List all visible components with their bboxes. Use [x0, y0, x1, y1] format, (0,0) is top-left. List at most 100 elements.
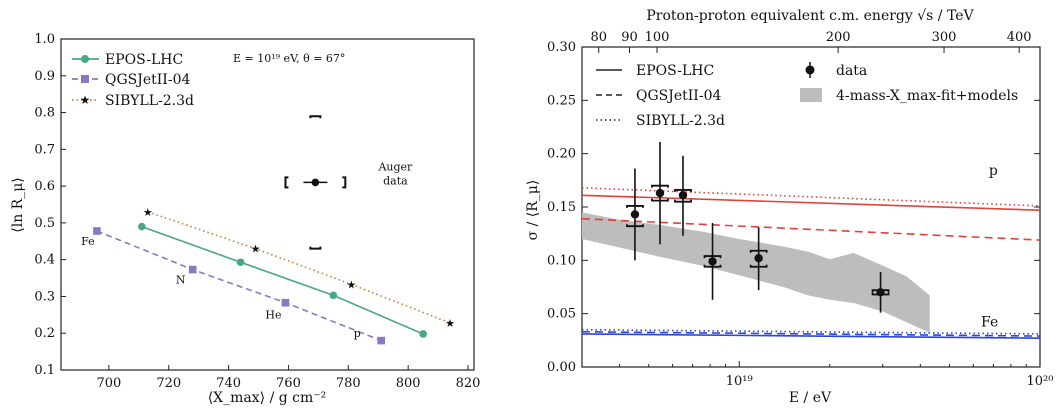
- sys-error-cap: [703, 264, 722, 268]
- top-tick-label: 200: [826, 30, 851, 45]
- y-tick-label: 0.00: [547, 360, 576, 375]
- legend-epos-label: EPOS-LHC: [105, 52, 183, 68]
- top-tick-label: 100: [645, 30, 670, 45]
- auger-label: data: [383, 174, 408, 187]
- y-tick-label: 0.7: [34, 142, 55, 157]
- auger-label: Auger: [377, 160, 413, 173]
- x-tick-label: 700: [96, 376, 121, 391]
- left-legend: EPOS-LHC QGSJetII-04 ★ SIBYLL-2.3d: [72, 52, 194, 109]
- x-tick-label: 800: [396, 376, 421, 391]
- x-tick-label: 820: [456, 376, 481, 391]
- legend-data-label: data: [836, 63, 867, 79]
- right-x-axis-label: E / eV: [789, 390, 832, 406]
- composition-label: N: [176, 274, 186, 287]
- x-tick-label: 760: [276, 376, 301, 391]
- data-point: [419, 330, 427, 338]
- model-line: [581, 194, 1041, 211]
- y-tick-label: 0.10: [547, 253, 576, 268]
- series-line: [141, 225, 424, 335]
- y-tick-label: 0.1: [34, 363, 55, 378]
- left-chart: 700 720 740 760 780 800 820 0.1 0.2 0.3 0.4 0.5 0.6 0…: [10, 32, 480, 406]
- auger-sys-bracket: [309, 115, 322, 119]
- data-point: [236, 258, 245, 267]
- y-tick-label: 0.3: [34, 289, 55, 304]
- x-tick-label: 10¹⁹: [726, 374, 753, 389]
- data-point: [876, 288, 885, 297]
- auger-sys-bracket: [342, 176, 347, 189]
- x-tick-label: 10²⁰: [1027, 374, 1054, 389]
- sys-error-cap: [674, 189, 692, 192]
- legend-epos-label: EPOS-LHC: [636, 63, 714, 79]
- sys-error-cap: [674, 199, 692, 203]
- y-tick-label: 0.15: [547, 200, 576, 215]
- data-point: [655, 188, 665, 198]
- energy-annotation: E = 10¹⁹ eV, θ = 67°: [233, 52, 345, 65]
- data-point: [377, 336, 386, 345]
- legend-data-marker: [805, 65, 815, 75]
- sys-error-cap: [626, 205, 644, 208]
- y-tick-label: 0.8: [34, 106, 55, 121]
- left-y-axis-label: ⟨ln R_μ⟩: [10, 177, 26, 233]
- sys-error-cap: [651, 198, 669, 202]
- x-tick-label: 740: [216, 376, 241, 391]
- left-plot-frame: [60, 38, 475, 371]
- right-y-axis-label: σ / ⟨R_μ⟩: [525, 180, 541, 241]
- data-point: [678, 191, 688, 200]
- y-tick-label: 0.6: [34, 179, 55, 194]
- data-point: [93, 227, 101, 235]
- legend-epos-marker: [81, 55, 89, 63]
- y-tick-label: 0.5: [34, 216, 55, 231]
- data-point: [708, 257, 717, 266]
- top-tick-label: 400: [1007, 30, 1032, 45]
- legend-band-swatch: [800, 88, 822, 102]
- series-line: [96, 230, 382, 342]
- composition-label: p: [354, 327, 361, 340]
- top-tick-label: 300: [932, 30, 957, 45]
- legend-band-label: 4-mass-X_max-fit+models: [836, 88, 1018, 104]
- data-point: [281, 298, 290, 307]
- right-top-axis-label: Proton-proton equivalent c.m. energy √s …: [646, 8, 974, 24]
- top-tick-label: 80: [590, 30, 607, 45]
- data-point: ★: [346, 278, 356, 291]
- x-tick-label: 780: [336, 376, 361, 391]
- sys-error-cap: [749, 264, 768, 268]
- legend-qgs-label: QGSJetII-04: [636, 88, 721, 104]
- y-tick-label: 0.25: [547, 93, 576, 108]
- y-tick-label: 0.20: [547, 147, 576, 162]
- model-fit-band: [582, 212, 930, 333]
- model-line: [581, 333, 1041, 339]
- x-tick-label: 720: [156, 376, 181, 391]
- data-point: ★: [445, 317, 455, 330]
- sys-error-cap: [703, 255, 722, 259]
- left-x-axis-label: ⟨X_max⟩ / g cm⁻²: [208, 390, 327, 406]
- auger-sys-bracket: [309, 246, 322, 250]
- top-tick-label: 90: [621, 30, 638, 45]
- y-tick-label: 1.0: [34, 32, 55, 47]
- y-tick-label: 0.2: [34, 326, 55, 341]
- y-tick-label: 0.05: [547, 307, 576, 322]
- y-tick-label: 0.30: [547, 40, 576, 55]
- data-point: [188, 265, 197, 274]
- sys-error-cap: [651, 184, 669, 188]
- data-point: [630, 210, 640, 219]
- data-point: [754, 254, 763, 263]
- legend-sibyll-label: SIBYLL-2.3d: [636, 113, 725, 129]
- data-point: [329, 291, 338, 300]
- legend-sibyll-label: SIBYLL-2.3d: [105, 93, 194, 109]
- sys-error-cap: [749, 249, 768, 253]
- y-tick-label: 0.9: [34, 69, 55, 84]
- composition-label: p: [989, 163, 998, 179]
- data-point: [138, 222, 146, 231]
- y-tick-label: 0.4: [34, 253, 55, 268]
- composition-label: He: [265, 309, 281, 322]
- auger-data-point: [311, 178, 320, 187]
- legend-sibyll-marker: ★: [80, 93, 91, 107]
- right-chart: 0.00 0.05 0.10 0.15 0.20 0.25 0.30 10¹⁹ 10²⁰ 80 90…: [525, 8, 1053, 406]
- legend-qgs-marker: [81, 75, 89, 83]
- data-point: ★: [143, 206, 153, 219]
- auger-sys-bracket: [284, 176, 289, 189]
- model-line: [581, 217, 1041, 241]
- sys-error-cap: [626, 224, 644, 228]
- legend-qgs-label: QGSJetII-04: [105, 72, 190, 88]
